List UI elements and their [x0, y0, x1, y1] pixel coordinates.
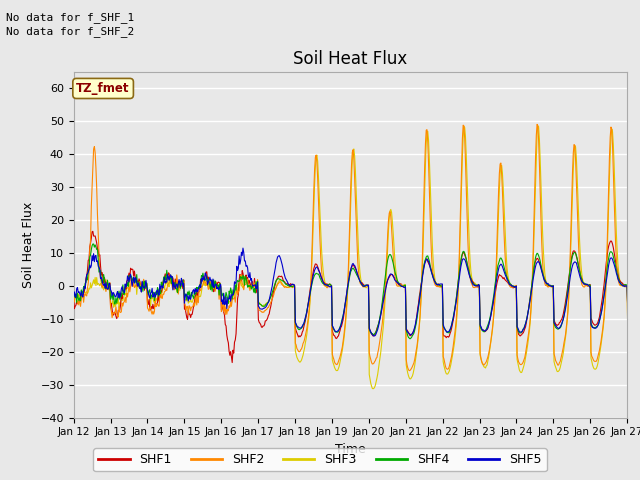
- Line: SHF3: SHF3: [74, 126, 640, 389]
- SHF4: [278, 277, 285, 283]
- SHF3: [277, 278, 285, 284]
- Y-axis label: Soil Heat Flux: Soil Heat Flux: [22, 202, 35, 288]
- SHF1: [465, 268, 472, 274]
- SHF1: [140, 282, 147, 288]
- SHF3: [248, 286, 255, 292]
- X-axis label: Time: Time: [335, 443, 366, 456]
- SHF4: [89, 241, 97, 247]
- SHF3: [70, 291, 77, 297]
- SHF5: [239, 245, 247, 251]
- SHF2: [431, 281, 438, 287]
- SHF2: [139, 282, 147, 288]
- SHF3: [534, 123, 541, 129]
- SHF5: [431, 280, 439, 286]
- SHF2: [405, 368, 413, 373]
- SHF4: [431, 279, 439, 285]
- SHF4: [300, 321, 308, 327]
- SHF5: [465, 270, 472, 276]
- SHF5: [278, 259, 285, 265]
- SHF2: [248, 283, 255, 288]
- SHF5: [139, 283, 147, 289]
- SHF1: [301, 321, 308, 327]
- Text: TZ_fmet: TZ_fmet: [76, 82, 130, 95]
- SHF1: [228, 360, 236, 365]
- SHF5: [370, 333, 378, 339]
- SHF4: [406, 336, 414, 342]
- SHF3: [369, 386, 377, 392]
- SHF1: [249, 284, 257, 289]
- SHF5: [70, 293, 77, 299]
- SHF1: [70, 295, 77, 300]
- Text: No data for f_SHF_2: No data for f_SHF_2: [6, 26, 134, 37]
- Title: Soil Heat Flux: Soil Heat Flux: [293, 49, 408, 68]
- SHF2: [299, 341, 307, 347]
- SHF5: [300, 321, 308, 326]
- SHF2: [70, 294, 77, 300]
- SHF3: [139, 283, 147, 289]
- SHF5: [248, 282, 256, 288]
- SHF3: [464, 200, 472, 205]
- SHF2: [533, 121, 541, 127]
- Line: SHF5: SHF5: [74, 248, 640, 336]
- Line: SHF1: SHF1: [74, 231, 640, 362]
- Text: No data for f_SHF_1: No data for f_SHF_1: [6, 12, 134, 23]
- SHF4: [465, 266, 472, 272]
- SHF1: [278, 274, 286, 280]
- SHF1: [431, 279, 439, 285]
- SHF3: [431, 275, 438, 280]
- SHF3: [299, 352, 307, 358]
- SHF1: [89, 228, 97, 234]
- SHF4: [140, 280, 147, 286]
- SHF2: [464, 236, 472, 242]
- Line: SHF2: SHF2: [74, 124, 640, 371]
- SHF4: [70, 292, 77, 298]
- Legend: SHF1, SHF2, SHF3, SHF4, SHF5: SHF1, SHF2, SHF3, SHF4, SHF5: [93, 448, 547, 471]
- SHF2: [277, 279, 285, 285]
- SHF4: [248, 283, 256, 288]
- Line: SHF4: SHF4: [74, 244, 640, 339]
